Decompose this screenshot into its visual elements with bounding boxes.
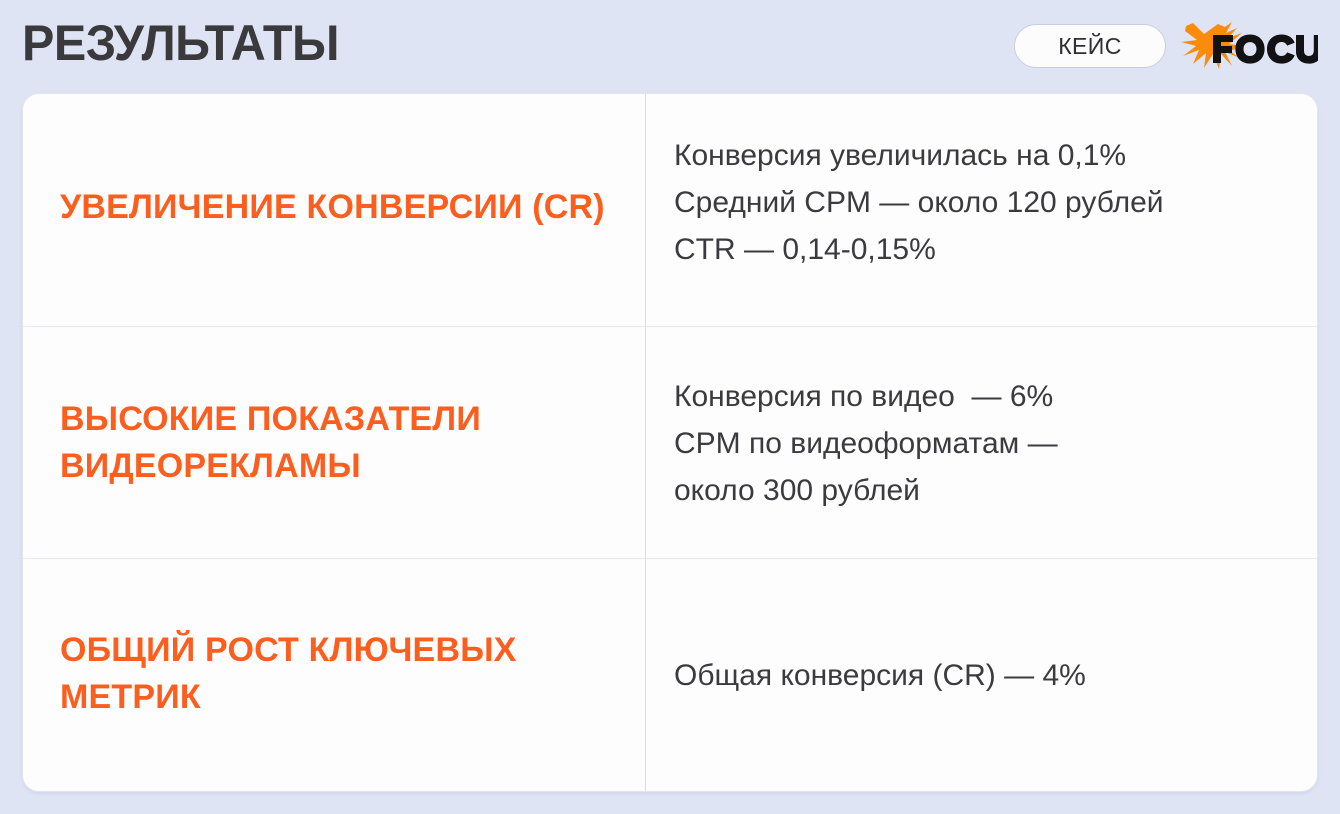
table-cell-label: ОБЩИЙ РОСТ КЛЮЧЕВЫХ МЕТРИК <box>23 559 646 791</box>
case-badge[interactable]: КЕЙС <box>1014 24 1166 68</box>
table-cell-value: Конверсия увеличилась на 0,1% Средний CP… <box>646 94 1317 326</box>
table-cell-label: ВЫСОКИЕ ПОКАЗАТЕЛИ ВИДЕОРЕКЛАМЫ <box>23 326 646 559</box>
table-cell-label: УВЕЛИЧЕНИЕ КОНВЕРСИИ (CR) <box>23 94 646 326</box>
xfocus-logo[interactable] <box>1180 20 1318 72</box>
row-value: Конверсия увеличилась на 0,1% Средний CP… <box>674 139 1164 267</box>
row-label: ОБЩИЙ РОСТ КЛЮЧЕВЫХ МЕТРИК <box>60 631 517 717</box>
x-brush-icon <box>1181 22 1244 69</box>
table-row: ОБЩИЙ РОСТ КЛЮЧЕВЫХ МЕТРИК Общая конверс… <box>23 558 1317 791</box>
table-cell-value: Общая конверсия (CR) — 4% <box>646 559 1317 791</box>
table-row: УВЕЛИЧЕНИЕ КОНВЕРСИИ (CR) Конверсия увел… <box>23 94 1317 326</box>
table-cell-value: Конверсия по видео — 6% CPM по видеоформ… <box>646 327 1317 559</box>
results-table-card: УВЕЛИЧЕНИЕ КОНВЕРСИИ (CR) Конверсия увел… <box>22 93 1318 792</box>
row-value: Конверсия по видео — 6% CPM по видеоформ… <box>674 380 1058 507</box>
table-row: ВЫСОКИЕ ПОКАЗАТЕЛИ ВИДЕОРЕКЛАМЫ Конверси… <box>23 325 1317 559</box>
row-label: ВЫСОКИЕ ПОКАЗАТЕЛИ ВИДЕОРЕКЛАМЫ <box>60 399 481 485</box>
page-title: РЕЗУЛЬТАТЫ <box>22 15 339 71</box>
focus-wordmark <box>1213 34 1318 64</box>
row-label: УВЕЛИЧЕНИЕ КОНВЕРСИИ (CR) <box>60 188 605 227</box>
row-value: Общая конверсия (CR) — 4% <box>674 658 1086 692</box>
page-header: РЕЗУЛЬТАТЫ КЕЙС <box>0 0 1340 93</box>
header-right-group: КЕЙС <box>1014 20 1318 72</box>
